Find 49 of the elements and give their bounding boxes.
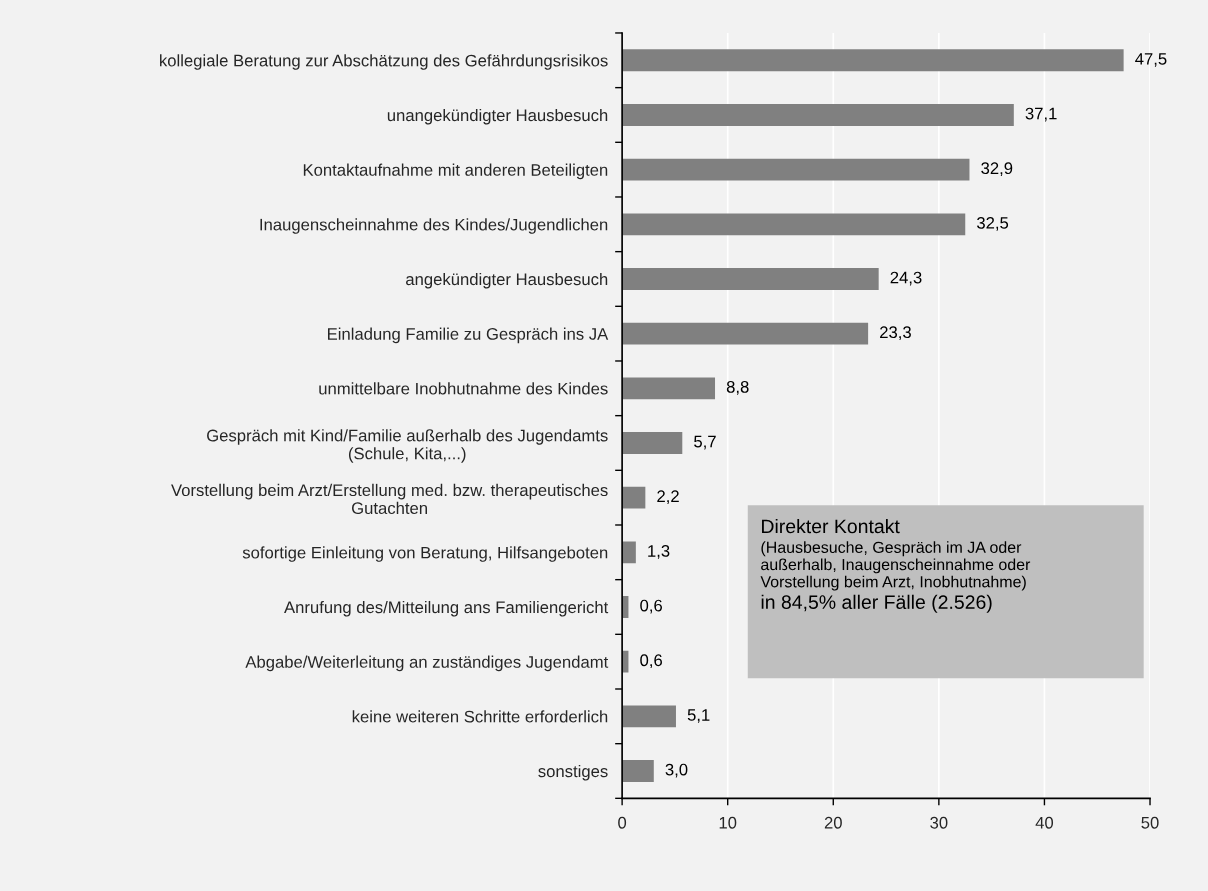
data-label: 0,6 [640, 599, 662, 614]
bar [622, 158, 970, 181]
data-label: 0,6 [640, 654, 662, 669]
bar [622, 104, 1014, 126]
data-label: 5,1 [687, 709, 710, 723]
x-tick-label: 50 [1141, 816, 1159, 829]
bar [622, 268, 879, 290]
annotation: in 84,5% aller Fälle (2.526) [761, 594, 992, 613]
data-label: 24,3 [890, 271, 922, 286]
y-tick-label: Einladung Familie zu Gespräch ins JA [328, 327, 609, 344]
y-tick-label: Vorstellung beim Arzt/Erstellung med. bzw. therapeutisches Gutachten [171, 483, 608, 515]
bar [622, 541, 636, 564]
x-tick-label: 30 [930, 816, 948, 829]
data-label: 8,8 [726, 380, 749, 395]
y-tick-label: kollegiale Beratung zur Abschätzung des Gefährdungsrisikos [160, 54, 608, 70]
x-tick-label: 10 [719, 816, 737, 829]
bar [622, 432, 683, 454]
y-tick-label: sonstiges [538, 764, 608, 781]
y-tick-label: Gespräch mit Kind/Familie außerhalb des Jugendamts (Schule, Kita,...) [207, 429, 608, 463]
bar [622, 213, 966, 236]
y-tick-label: Abgabe/Weiterleitung an zuständiges Jugendamt [245, 655, 609, 672]
bar [622, 486, 646, 509]
data-label: 5,7 [694, 435, 716, 450]
bar [622, 760, 654, 782]
y-tick-label: Kontaktaufnahme mit anderen Beteiligten [303, 163, 608, 180]
data-label: 23,3 [880, 326, 911, 341]
x-tick-label: 0 [618, 816, 627, 829]
data-label: 32,9 [981, 162, 1013, 177]
x-tick-label: 40 [1035, 816, 1054, 829]
data-label: 1,3 [648, 545, 670, 559]
annotation: (Hausbesuche, Gespräch im JA oder außerhalb, Inaugenscheinnahme oder Vorstellung beim Arzt, Inobhutnahme) [760, 541, 1031, 591]
x-tick-label: 20 [824, 816, 842, 829]
bar [622, 49, 1124, 72]
y-tick-label: Inaugenscheinnahme des Kindes/Jugendlichen [260, 218, 608, 234]
annotation: Direkter Kontakt [762, 518, 900, 534]
y-tick-label: unangekündigter Hausbesuch [387, 108, 608, 125]
y-tick-label: keine weiteren Schritte erforderlich [352, 710, 608, 723]
bar [622, 705, 676, 728]
data-label: 2,2 [657, 490, 679, 505]
y-tick-label: Anrufung des/Mitteilung ans Familiengericht [284, 600, 609, 617]
data-label: 3,0 [665, 763, 688, 778]
data-label: 37,1 [1025, 107, 1057, 122]
bar [622, 377, 716, 400]
y-tick-label: unmittelbare Inobhutnahme des Kindes [319, 382, 608, 395]
y-tick-label: sofortige Einleitung von Beratung, Hilfsangeboten [242, 546, 608, 562]
y-tick-label: angekündigter Hausbesuch [406, 272, 608, 289]
data-label: 32,5 [977, 216, 1009, 231]
data-label: 47,5 [1135, 53, 1167, 67]
bar [622, 322, 869, 345]
